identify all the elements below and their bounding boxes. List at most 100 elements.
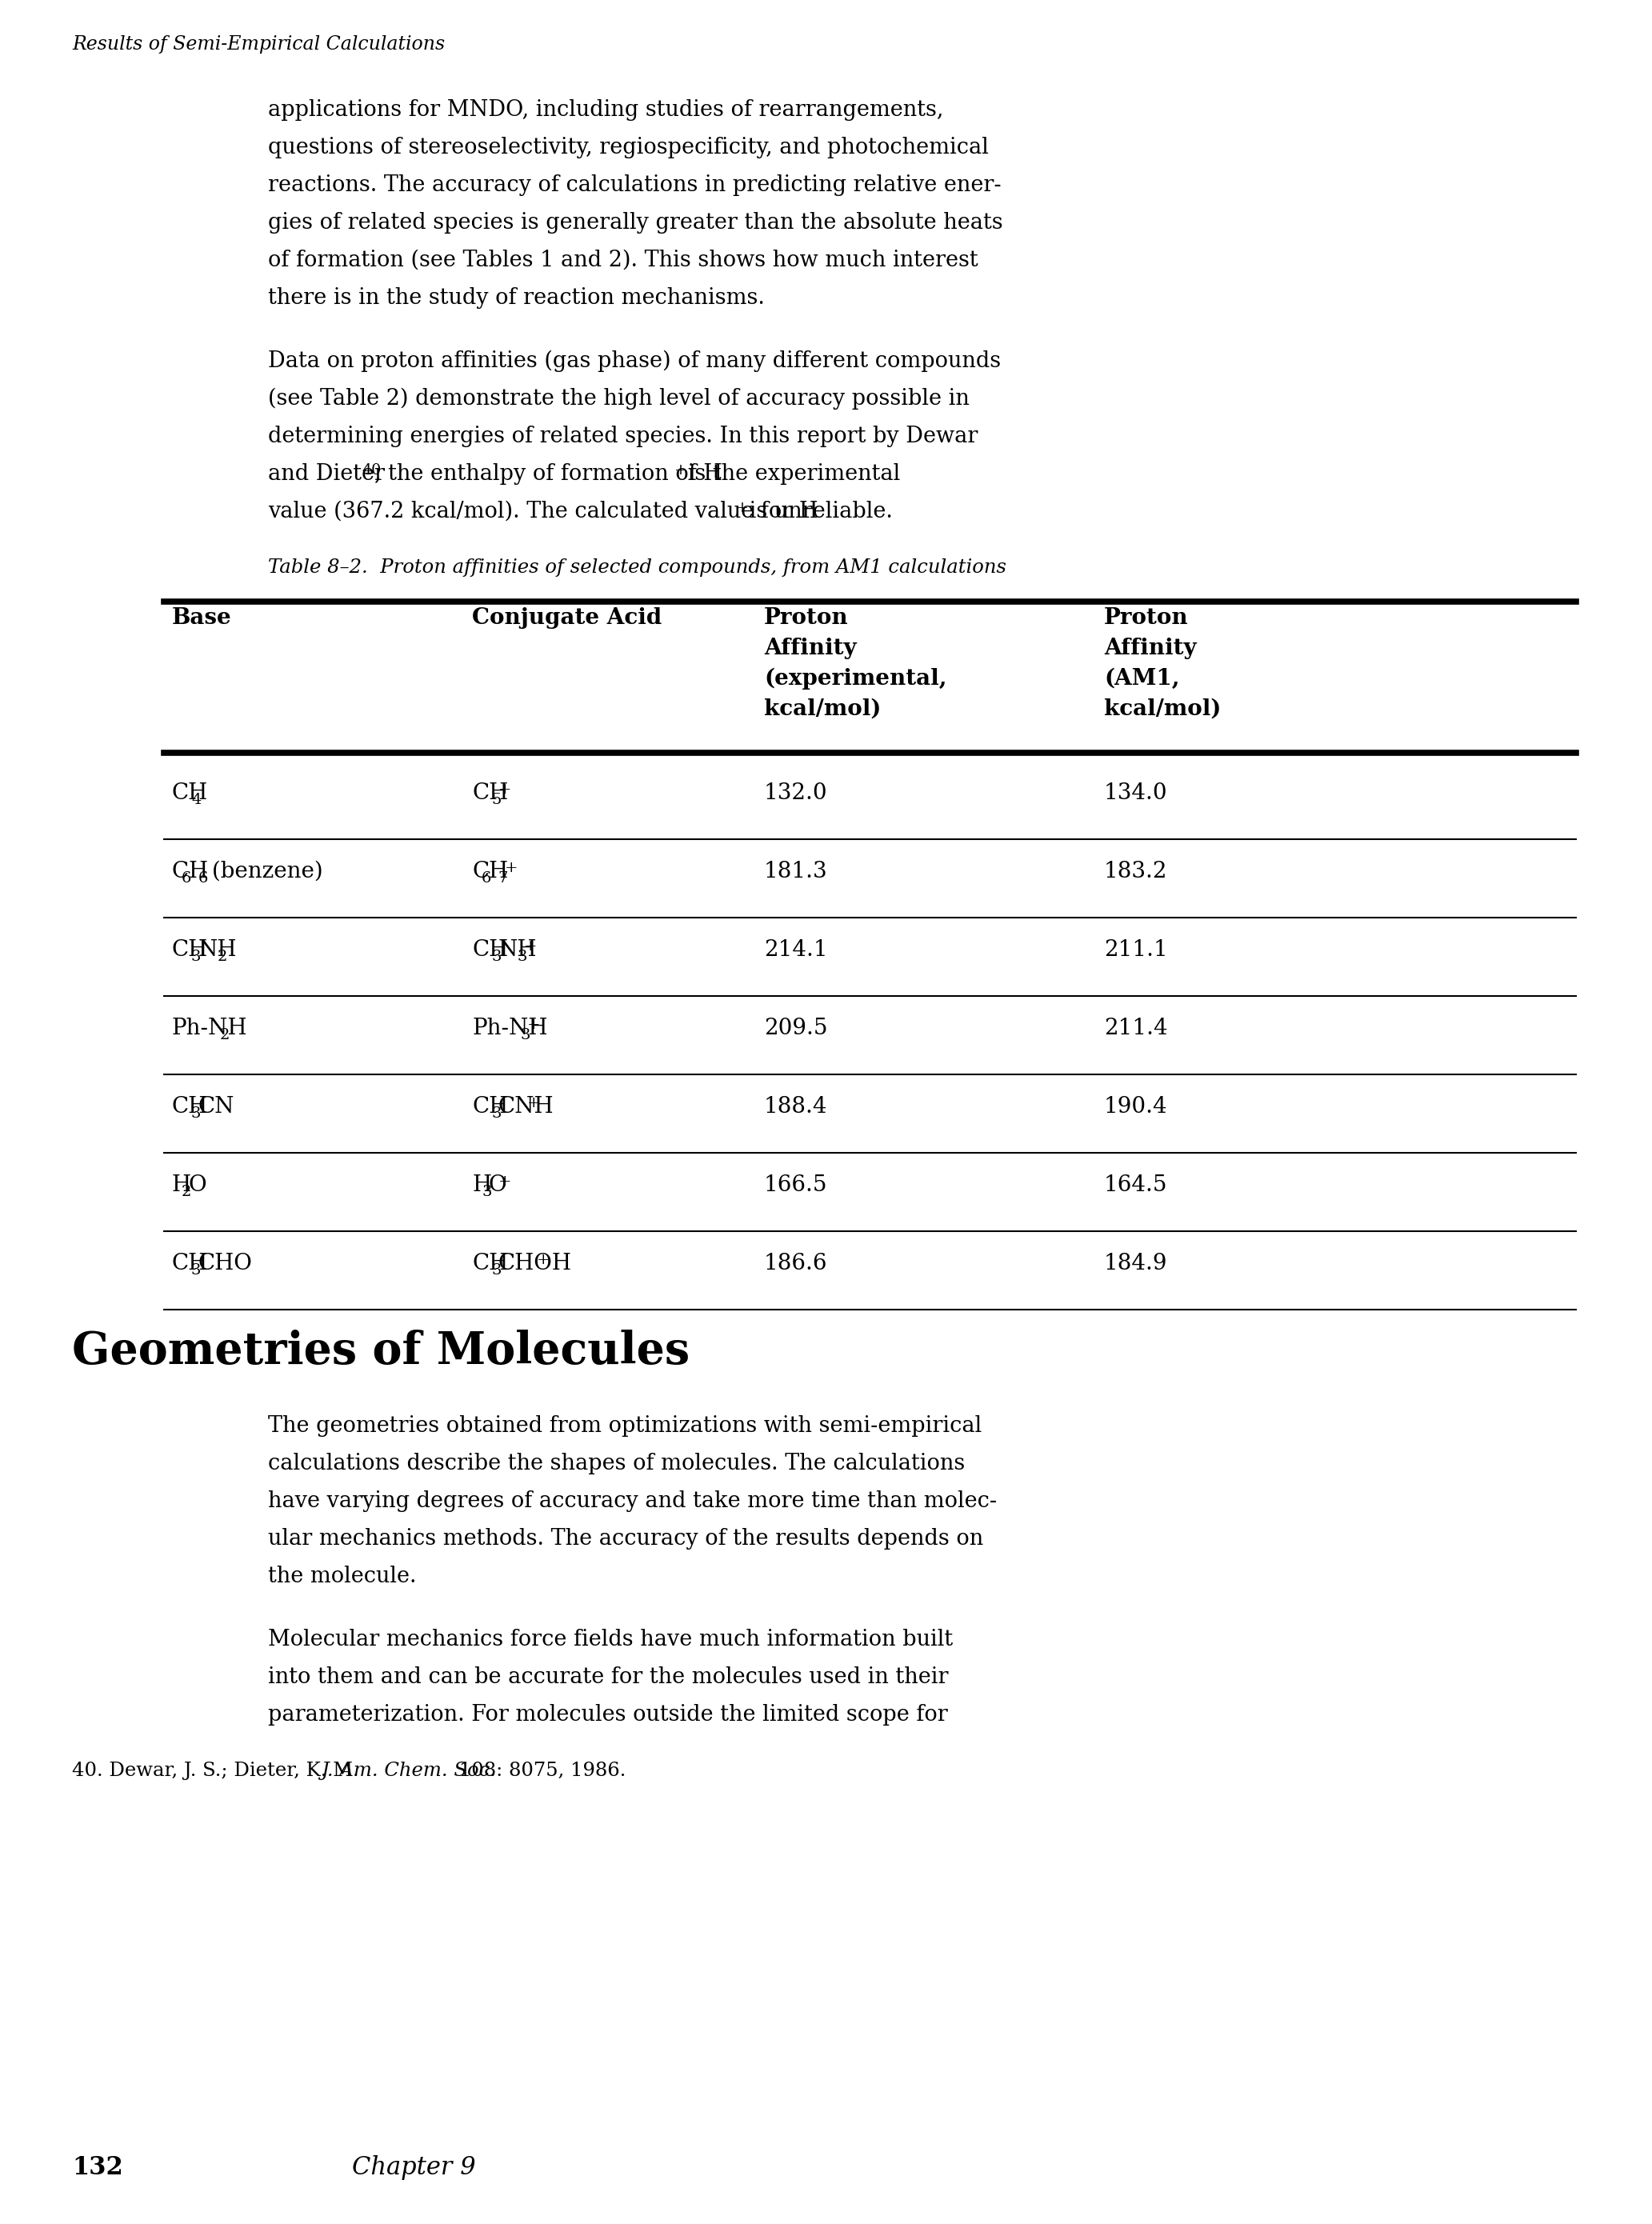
Text: 4: 4 [192,792,202,807]
Text: CH: CH [472,939,509,961]
Text: 3: 3 [491,950,501,963]
Text: 3: 3 [192,950,202,963]
Text: is the experimental: is the experimental [681,463,900,485]
Text: 211.4: 211.4 [1104,1019,1168,1039]
Text: 7: 7 [497,872,507,885]
Text: 6: 6 [198,872,208,885]
Text: 190.4: 190.4 [1104,1096,1168,1119]
Text: kcal/mol): kcal/mol) [1104,698,1221,721]
Text: 181.3: 181.3 [763,861,828,883]
Text: CH: CH [172,1252,208,1274]
Text: 186.6: 186.6 [763,1252,828,1274]
Text: Proton: Proton [763,607,849,629]
Text: have varying degrees of accuracy and take more time than molec-: have varying degrees of accuracy and tak… [268,1490,996,1512]
Text: ular mechanics methods. The accuracy of the results depends on: ular mechanics methods. The accuracy of … [268,1528,983,1550]
Text: 6: 6 [482,872,492,885]
Text: NH: NH [497,939,537,961]
Text: 2: 2 [220,1027,230,1043]
Text: Affinity: Affinity [763,638,856,658]
Text: +: + [497,1174,510,1190]
Text: Molecular mechanics force fields have much information built: Molecular mechanics force fields have mu… [268,1628,953,1650]
Text: 3: 3 [491,1105,501,1121]
Text: 108: 8075, 1986.: 108: 8075, 1986. [453,1761,626,1779]
Text: 3: 3 [517,950,527,963]
Text: Geometries of Molecules: Geometries of Molecules [73,1330,689,1374]
Text: (experimental,: (experimental, [763,667,947,689]
Text: value (367.2 kcal/mol). The calculated value for H: value (367.2 kcal/mol). The calculated v… [268,500,818,523]
Text: calculations describe the shapes of molecules. The calculations: calculations describe the shapes of mole… [268,1452,965,1475]
Text: 214.1: 214.1 [763,939,828,961]
Text: Table 8–2.  Proton affinities of selected compounds, from AM1 calculations: Table 8–2. Proton affinities of selected… [268,558,1006,576]
Text: questions of stereoselectivity, regiospecificity, and photochemical: questions of stereoselectivity, regiospe… [268,138,988,158]
Text: 3: 3 [482,1185,492,1199]
Text: Data on proton affinities (gas phase) of many different compounds: Data on proton affinities (gas phase) of… [268,349,1001,371]
Text: 3: 3 [491,1263,501,1277]
Text: of formation (see Tables 1 and 2). This shows how much interest: of formation (see Tables 1 and 2). This … [268,249,978,271]
Text: Chapter 9: Chapter 9 [352,2155,476,2180]
Text: H: H [489,861,507,883]
Text: gies of related species is generally greater than the absolute heats: gies of related species is generally gre… [268,211,1003,234]
Text: Results of Semi-Empirical Calculations: Results of Semi-Empirical Calculations [73,36,444,53]
Text: CH: CH [172,939,208,961]
Text: Ph-NH: Ph-NH [472,1019,547,1039]
Text: Proton: Proton [1104,607,1188,629]
Text: H: H [172,1174,192,1197]
Text: 164.5: 164.5 [1104,1174,1168,1197]
Text: CH: CH [472,783,509,805]
Text: 209.5: 209.5 [763,1019,828,1039]
Text: 3: 3 [520,1027,530,1043]
Text: 184.9: 184.9 [1104,1252,1168,1274]
Text: NH: NH [198,939,236,961]
Text: Conjugate Acid: Conjugate Acid [472,607,662,629]
Text: The geometries obtained from optimizations with semi-empirical: The geometries obtained from optimizatio… [268,1414,981,1437]
Text: 132.0: 132.0 [763,783,828,805]
Text: determining energies of related species. In this report by Dewar: determining energies of related species.… [268,425,978,447]
Text: CHO: CHO [198,1252,253,1274]
Text: (see Table 2) demonstrate the high level of accuracy possible in: (see Table 2) demonstrate the high level… [268,387,970,409]
Text: 132: 132 [73,2155,122,2180]
Text: 183.2: 183.2 [1104,861,1168,883]
Text: 40: 40 [362,463,382,478]
Text: +: + [497,783,510,796]
Text: into them and can be accurate for the molecules used in their: into them and can be accurate for the mo… [268,1666,948,1688]
Text: CN: CN [198,1096,235,1119]
Text: Base: Base [172,607,231,629]
Text: +: + [527,1096,540,1110]
Text: 40. Dewar, J. S.; Dieter, K. M.: 40. Dewar, J. S.; Dieter, K. M. [73,1761,365,1779]
Text: kcal/mol): kcal/mol) [763,698,881,721]
Text: +: + [524,939,537,954]
Text: 6: 6 [182,872,192,885]
Text: , the enthalpy of formation of H: , the enthalpy of formation of H [375,463,722,485]
Text: 211.1: 211.1 [1104,939,1168,961]
Text: applications for MNDO, including studies of rearrangements,: applications for MNDO, including studies… [268,100,943,120]
Text: O: O [489,1174,507,1197]
Text: 3: 3 [192,1263,202,1277]
Text: 188.4: 188.4 [763,1096,828,1119]
Text: Ph-NH: Ph-NH [172,1019,248,1039]
Text: +: + [537,1252,550,1268]
Text: CH: CH [472,1096,509,1119]
Text: CH: CH [172,1096,208,1119]
Text: is unreliable.: is unreliable. [742,500,892,523]
Text: C: C [172,861,188,883]
Text: CH: CH [472,1252,509,1274]
Text: (AM1,: (AM1, [1104,667,1180,689]
Text: 2: 2 [182,1185,192,1199]
Text: +: + [527,1019,540,1032]
Text: the molecule.: the molecule. [268,1566,416,1588]
Text: and Dieter: and Dieter [268,463,385,485]
Text: +: + [504,861,517,876]
Text: +: + [737,500,748,516]
Text: CHOH: CHOH [497,1252,572,1274]
Text: CNH: CNH [497,1096,553,1119]
Text: parameterization. For molecules outside the limited scope for: parameterization. For molecules outside … [268,1704,948,1726]
Text: +: + [674,463,687,478]
Text: 5: 5 [491,792,501,807]
Text: H: H [472,1174,491,1197]
Text: 2: 2 [216,950,226,963]
Text: O: O [188,1174,206,1197]
Text: CH: CH [172,783,208,805]
Text: Affinity: Affinity [1104,638,1196,658]
Text: (benzene): (benzene) [205,861,322,883]
Text: J. Am. Chem. Soc.: J. Am. Chem. Soc. [320,1761,496,1779]
